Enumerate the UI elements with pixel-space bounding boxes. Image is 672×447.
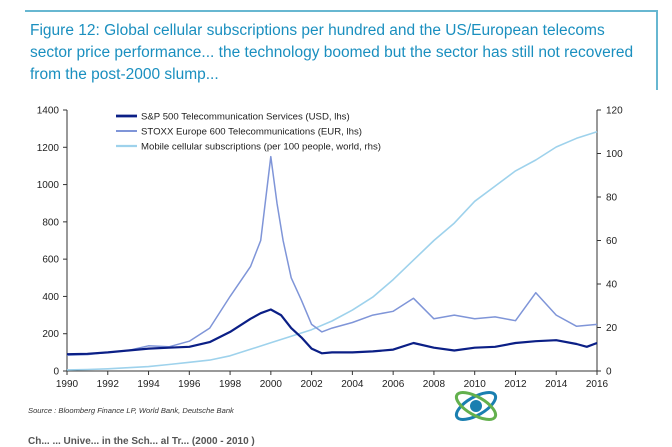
x-tick-label: 2008 <box>423 379 446 390</box>
atom-icon <box>454 391 498 421</box>
y2-tick-label: 20 <box>606 323 618 334</box>
y-tick-label: 1200 <box>37 143 60 154</box>
x-tick-label: 2006 <box>382 379 405 390</box>
x-tick-label: 2002 <box>300 379 323 390</box>
figure-title: Figure 12: Global cellular subscriptions… <box>30 22 634 83</box>
x-tick-label: 2016 <box>586 379 609 390</box>
x-tick-label: 1996 <box>178 379 201 390</box>
series-line-3 <box>66 131 598 371</box>
title-frame <box>25 10 658 90</box>
x-tick-label: 1990 <box>56 379 79 390</box>
x-tick-label: 2004 <box>341 379 364 390</box>
y-tick-label: 200 <box>42 329 59 340</box>
series-line-2 <box>66 155 598 356</box>
x-tick-label: 1998 <box>219 379 242 390</box>
y2-tick-label: 80 <box>606 193 618 204</box>
y-tick-label: 1000 <box>37 180 60 191</box>
y2-tick-label: 40 <box>606 280 618 291</box>
x-tick-label: 2012 <box>504 379 527 390</box>
y-tick-label: 800 <box>42 217 59 228</box>
series-line-1 <box>66 308 598 356</box>
y-tick-label: 600 <box>42 255 59 266</box>
source-note: Source : Bloomberg Finance LP, World Ban… <box>28 406 234 415</box>
y2-tick-label: 100 <box>606 149 623 160</box>
y-tick-label: 0 <box>53 367 59 378</box>
x-tick-label: 2000 <box>260 379 283 390</box>
y2-tick-label: 120 <box>606 106 623 117</box>
footer-text: Ch... ... Unive... in the Sch... al Tr..… <box>28 436 255 447</box>
legend-label-2: STOXX Europe 600 Telecommunications (EUR… <box>141 127 362 138</box>
ds2m-logo <box>454 391 498 421</box>
x-tick-label: 2010 <box>464 379 487 390</box>
legend-label-3: Mobile cellular subscriptions (per 100 p… <box>141 142 381 153</box>
y2-tick-label: 0 <box>606 367 612 378</box>
y-tick-label: 1400 <box>37 106 60 117</box>
y2-tick-label: 60 <box>606 236 618 247</box>
legend-label-1: S&P 500 Telecommunication Services (USD,… <box>141 112 350 123</box>
y-tick-label: 400 <box>42 292 59 303</box>
x-tick-label: 1992 <box>97 379 120 390</box>
x-tick-label: 2014 <box>545 379 568 390</box>
x-tick-label: 1994 <box>137 379 160 390</box>
